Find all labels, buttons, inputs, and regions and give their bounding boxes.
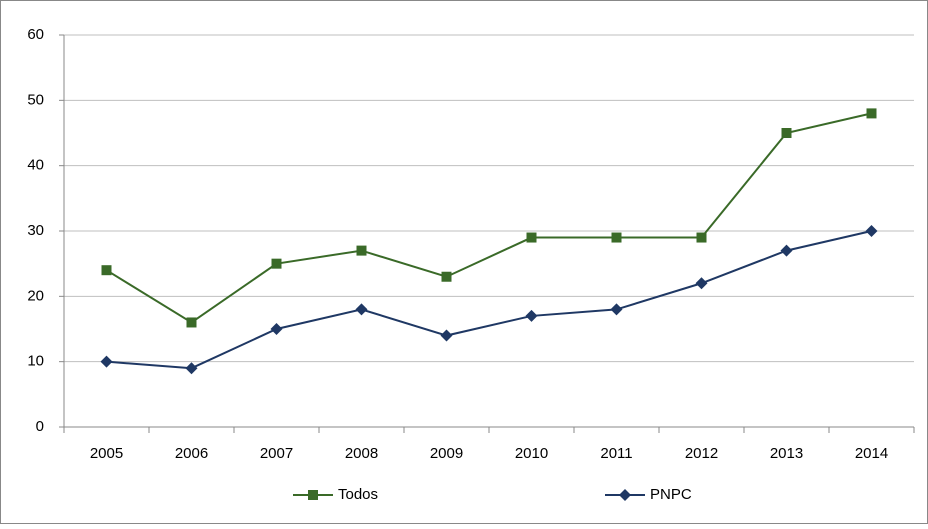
- marker: [440, 329, 453, 342]
- y-tick-label: 10: [27, 353, 44, 370]
- y-tick-label: 20: [27, 287, 44, 304]
- marker: [696, 232, 707, 243]
- marker: [100, 355, 113, 368]
- x-tick-label: 2012: [685, 445, 718, 462]
- x-tick-label: 2007: [260, 445, 293, 462]
- marker: [101, 265, 112, 276]
- marker: [866, 108, 877, 119]
- marker: [610, 303, 623, 316]
- y-tick-label: 40: [27, 157, 44, 174]
- marker: [780, 244, 793, 257]
- y-tick-label: 30: [27, 222, 44, 239]
- x-tick-label: 2014: [855, 445, 888, 462]
- legend-marker: [619, 489, 631, 501]
- marker: [186, 317, 197, 328]
- y-tick-label: 0: [36, 418, 44, 435]
- legend-label: Todos: [338, 486, 378, 503]
- marker: [865, 225, 878, 237]
- x-tick-label: 2013: [770, 445, 803, 462]
- x-tick-label: 2008: [345, 445, 378, 462]
- marker: [355, 303, 368, 316]
- marker: [525, 309, 538, 322]
- marker: [526, 232, 537, 243]
- y-tick-label: 60: [27, 26, 44, 43]
- x-tick-label: 2010: [515, 445, 548, 462]
- marker: [781, 128, 792, 138]
- marker: [441, 271, 452, 282]
- marker: [356, 245, 367, 256]
- x-tick-label: 2005: [90, 445, 123, 462]
- y-tick-label: 50: [27, 91, 44, 108]
- marker: [185, 362, 198, 375]
- legend-label: PNPC: [650, 486, 692, 503]
- marker: [695, 277, 708, 290]
- x-tick-label: 2011: [600, 445, 632, 462]
- x-tick-label: 2009: [430, 445, 463, 462]
- series-line: [105, 112, 872, 324]
- marker: [271, 258, 282, 269]
- x-tick-label: 2006: [175, 445, 208, 462]
- series-line: [106, 230, 872, 370]
- legend-marker: [308, 490, 318, 500]
- marker: [611, 232, 622, 243]
- marker: [270, 323, 283, 335]
